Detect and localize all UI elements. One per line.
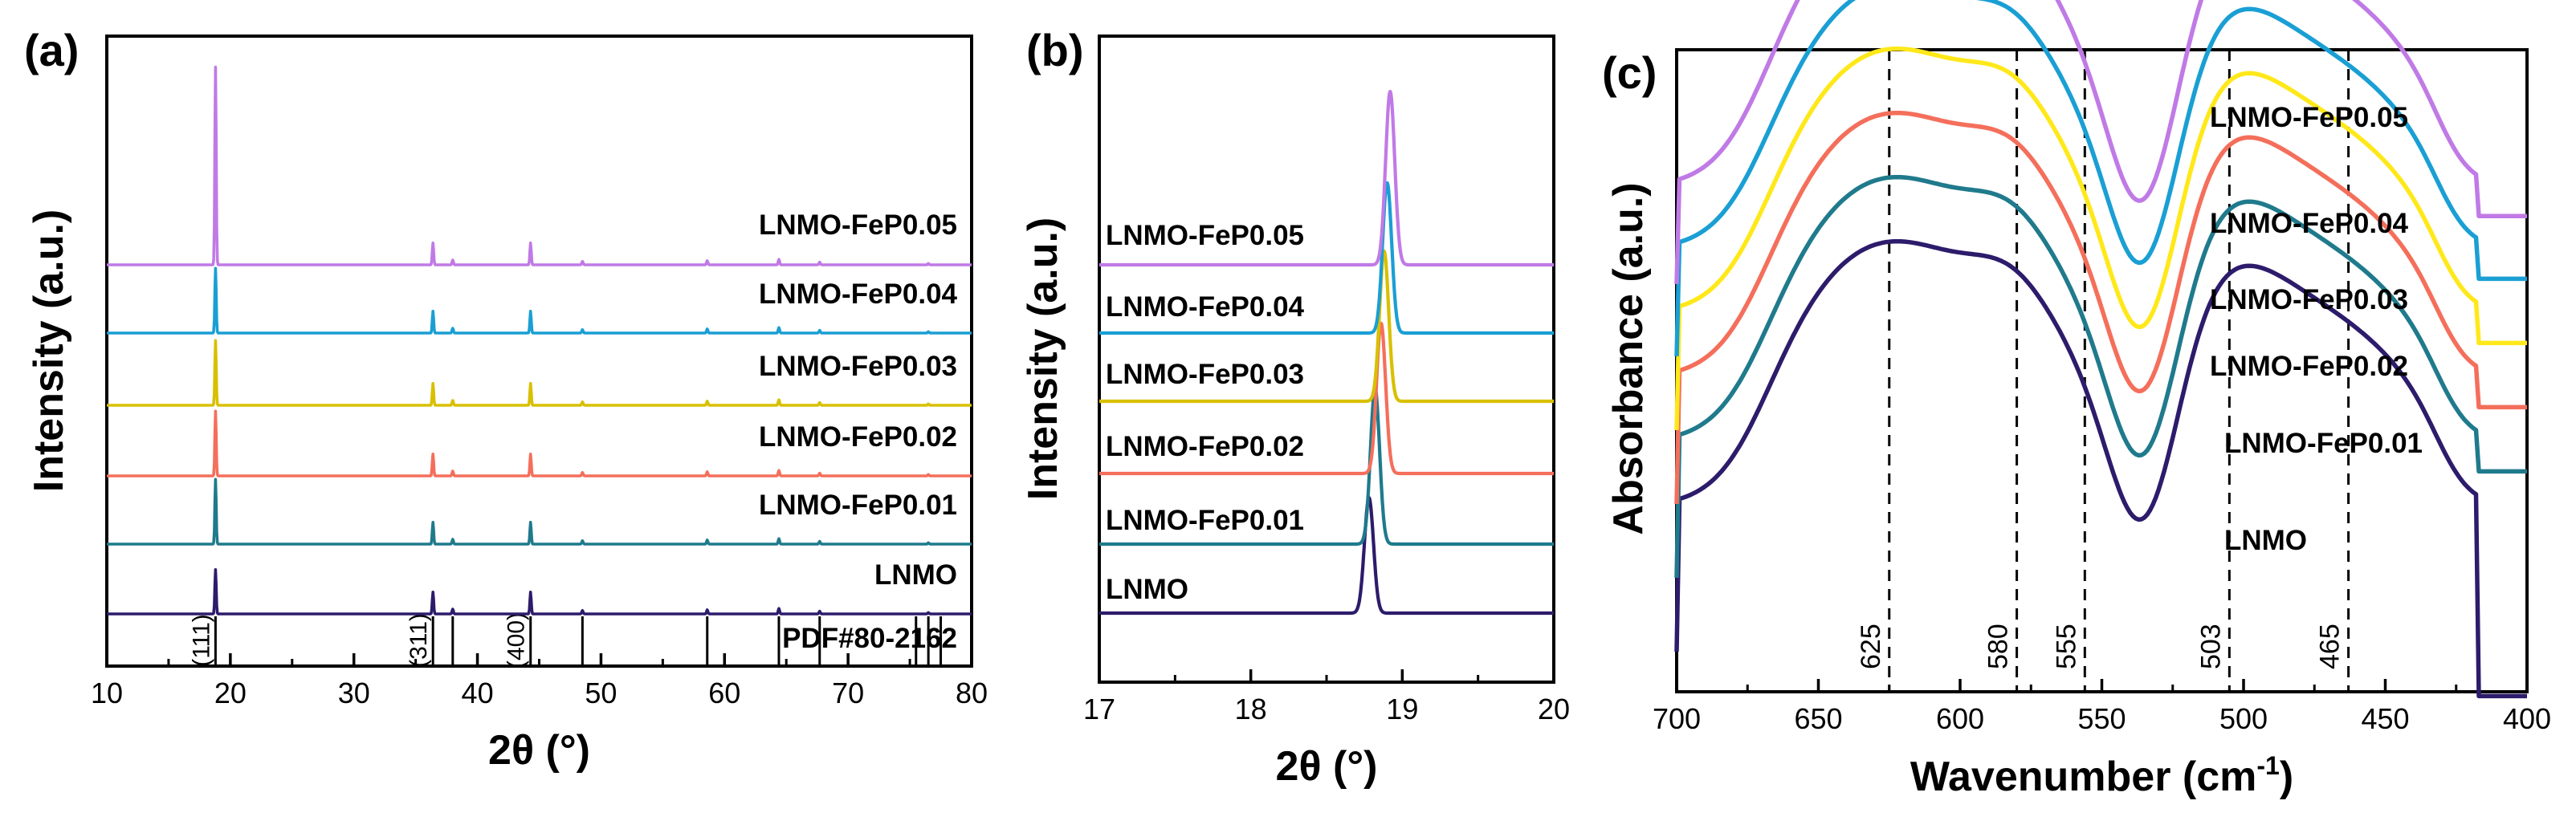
a-series-label-lnmo-fep0-05: LNMO-FeP0.05 [759,209,957,241]
c-series-line-lnmo-fep0-02 [1674,110,2527,505]
a-reference-hkl-label: (311) [406,613,432,668]
a-series-line-lnmo-fep0-05 [106,65,972,266]
c-series-line-lnmo-fep0-04 [1674,0,2527,357]
b-series-line-lnmo-fep0-04 [1098,181,1555,335]
c-reference-label-555: 555 [2051,624,2081,669]
b-series-line-lnmo-fep0-05 [1098,89,1555,267]
b-x-tick-label: 17 [1083,693,1115,725]
a-panel-letter: (a) [24,25,79,75]
c-y-axis-title: Absorbance (a.u.) [1605,182,1652,534]
a-x-tick-label: 20 [214,677,247,709]
c-x-tick-label: 600 [1936,702,1984,735]
c-reference-label-465: 465 [2315,624,2346,669]
a-y-axis-title: Intensity (a.u.) [26,209,72,492]
a-x-tick-label: 10 [91,677,123,709]
panel-a: 10 20 30 40 50 60 70 80 (a) Intensity (a.u.) 2θ (°… [24,25,988,774]
b-series-line-lnmo-fep0-03 [1098,249,1555,404]
b-series-line-lnmo [1098,495,1555,616]
a-series-line-lnmo-fep0-02 [106,409,972,477]
c-series-label-lnmo-fep0-03: LNMO-FeP0.03 [2210,284,2408,315]
c-panel-letter: (c) [1602,47,1657,98]
c-series-label-lnmo-fep0-04: LNMO-FeP0.04 [2210,208,2409,239]
a-series-line-lnmo-fep0-03 [106,339,972,407]
a-x-tick-label: 80 [956,677,988,709]
c-series-line-lnmo-fep0-01 [1674,174,2527,579]
c-x-tick-label: 400 [2503,702,2551,735]
c-series-label-lnmo-fep0-05: LNMO-FeP0.05 [2210,102,2408,133]
c-series-line-lnmo-fep0-03 [1674,46,2527,431]
a-reference-label: PDF#80-2162 [782,623,957,654]
c-series-line-lnmo-fep0-05 [1674,0,2527,285]
b-series-label-lnmo: LNMO [1106,574,1188,605]
b-series-label-lnmo-fep0-03: LNMO-FeP0.03 [1106,359,1304,390]
b-series-label-lnmo-fep0-01: LNMO-FeP0.01 [1106,505,1304,536]
a-series-label-lnmo-fep0-02: LNMO-FeP0.02 [759,421,957,453]
a-series-line-lnmo-fep0-01 [106,477,972,546]
c-x-axis-title: Wavenumber (cm-1) [1910,751,2293,800]
b-x-tick-label: 18 [1235,693,1267,725]
b-series-label-lnmo-fep0-04: LNMO-FeP0.04 [1106,291,1305,323]
a-x-tick-label: 70 [832,677,864,709]
panel-b: 17 18 19 20 (b) Intensity (a.u.) 2θ (°) LNMO LNM… [1020,25,1570,790]
b-x-tick-label: 20 [1538,693,1570,725]
c-series-label-lnmo: LNMO [2224,525,2307,556]
a-series-label-lnmo-fep0-04: LNMO-FeP0.04 [759,278,958,310]
b-x-tick-label: 19 [1386,693,1418,725]
a-x-tick-label: 50 [585,677,617,709]
b-series-line-lnmo-fep0-02 [1098,321,1555,476]
c-series-label-lnmo-fep0-01: LNMO-FeP0.01 [2224,428,2423,459]
b-series-line-lnmo-fep0-01 [1098,386,1555,547]
b-panel-letter: (b) [1026,25,1084,75]
c-x-tick-label: 450 [2361,702,2409,735]
a-x-tick-label: 60 [708,677,740,709]
panel-c: 700 650 600 550 500 450 400 (c) Absorbance (a.u.… [1602,0,2551,800]
a-reference-hkl-label: (111) [188,614,214,667]
a-x-tick-label: 30 [338,677,370,709]
c-reference-label-580: 580 [1983,624,2014,669]
a-series-label-lnmo-fep0-01: LNMO-FeP0.01 [759,490,957,521]
c-reference-label-503: 503 [2195,624,2226,669]
c-reference-label-625: 625 [1856,624,1886,669]
a-series-label-lnmo: LNMO [874,559,957,591]
c-x-tick-label: 550 [2077,702,2126,735]
b-y-axis-title: Intensity (a.u.) [1020,217,1066,500]
a-series-label-lnmo-fep0-03: LNMO-FeP0.03 [759,351,957,382]
c-series-label-lnmo-fep0-02: LNMO-FeP0.02 [2210,351,2408,382]
b-x-axis-title: 2θ (°) [1276,743,1378,790]
c-x-tick-label: 700 [1653,702,1701,735]
a-series-line-lnmo [106,568,972,616]
c-x-tick-label: 650 [1794,702,1842,735]
a-reference-hkl-label: (400) [503,612,530,668]
b-series-label-lnmo-fep0-05: LNMO-FeP0.05 [1106,220,1304,251]
c-x-tick-label: 500 [2219,702,2268,735]
a-x-axis-title: 2θ (°) [488,727,590,774]
c-series-line-lnmo [1674,238,2527,699]
a-series-line-lnmo-fep0-04 [106,266,972,335]
a-x-tick-label: 40 [462,677,494,709]
b-series-label-lnmo-fep0-02: LNMO-FeP0.02 [1106,431,1304,462]
